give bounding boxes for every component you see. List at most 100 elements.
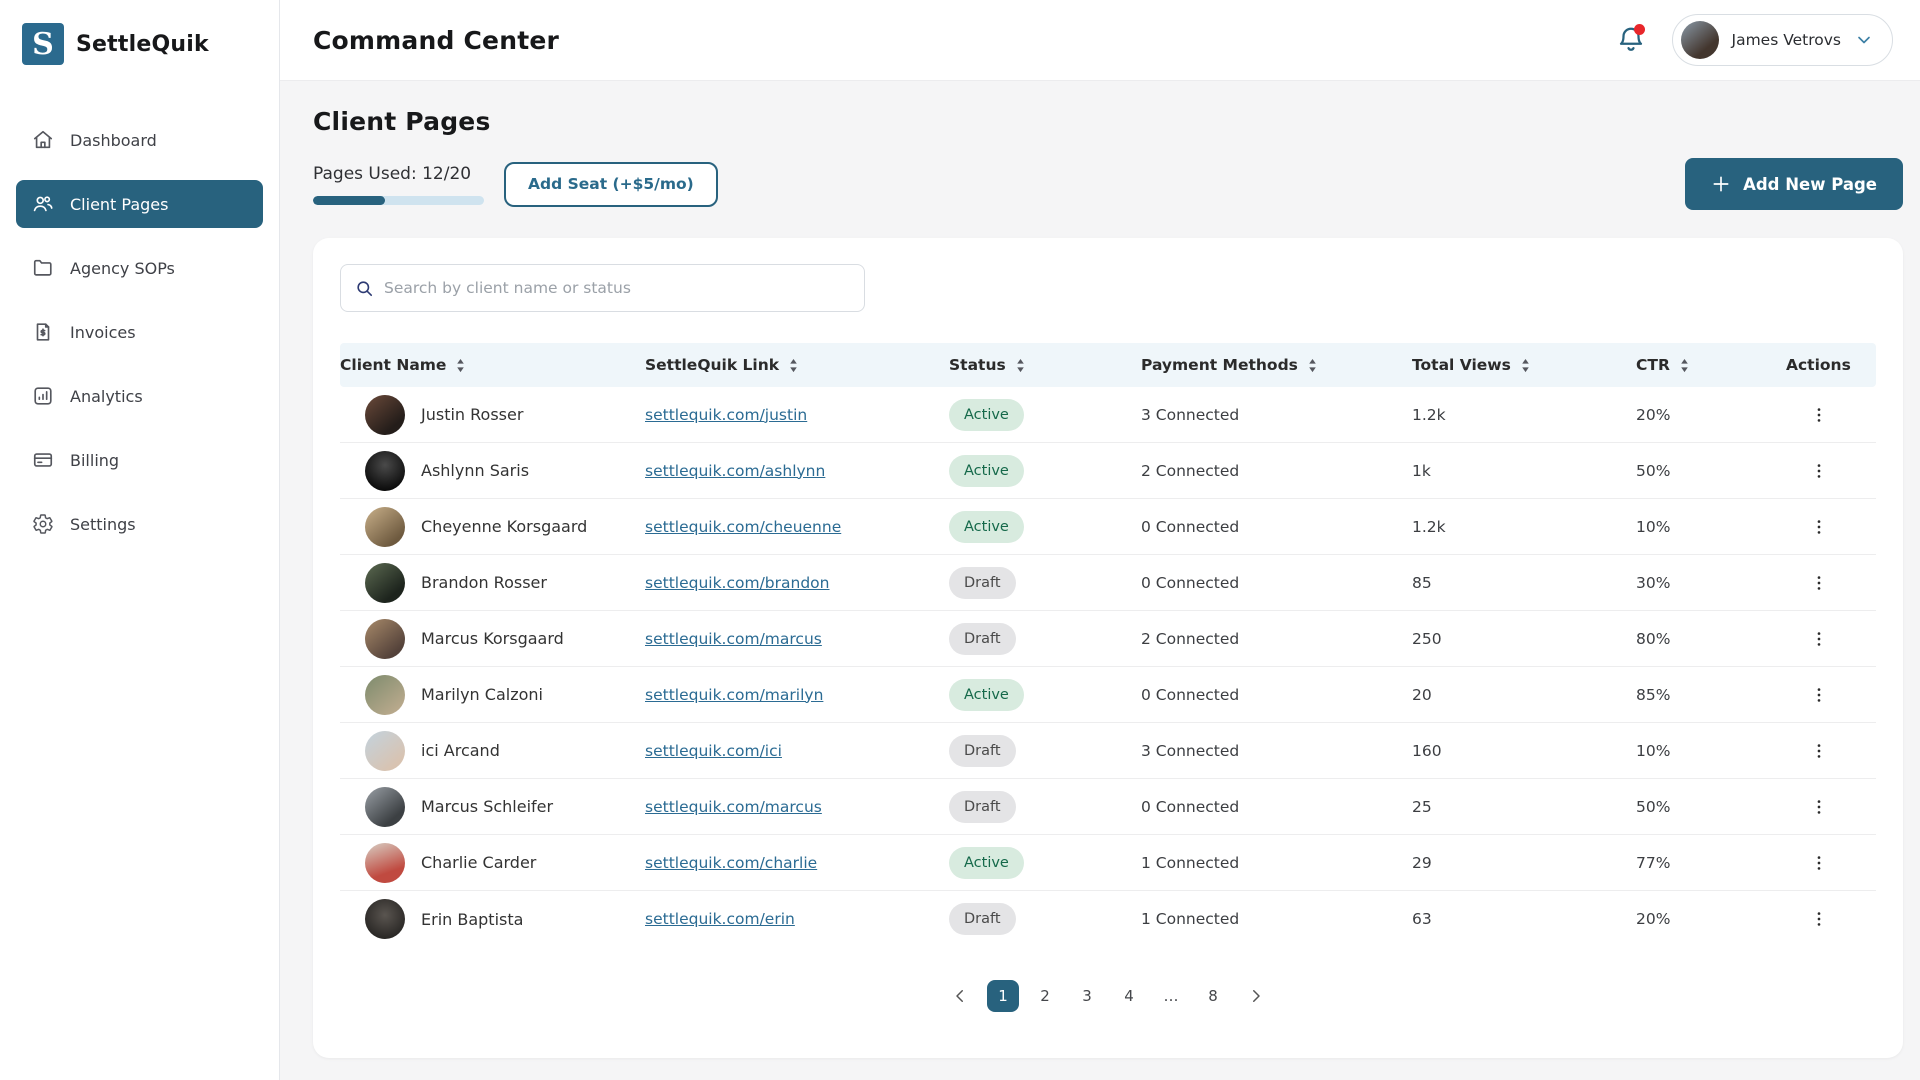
column-header[interactable]: Client Name <box>340 356 645 374</box>
page-number-button[interactable]: 1 <box>987 980 1019 1012</box>
actions-cell <box>1786 850 1876 876</box>
sidebar-item-analytics[interactable]: Analytics <box>16 372 263 420</box>
add-seat-button[interactable]: Add Seat (+$5/mo) <box>504 161 718 207</box>
column-header[interactable]: CTR <box>1636 356 1786 374</box>
next-page-button[interactable] <box>1239 979 1273 1013</box>
sidebar-item-agency-sops[interactable]: Agency SOPs <box>16 244 263 292</box>
row-actions-button[interactable] <box>1806 794 1832 820</box>
sidebar-item-settings[interactable]: Settings <box>16 500 263 548</box>
client-link-cell: settlequik.com/ici <box>645 742 949 760</box>
ctr-cell: 10% <box>1636 517 1671 536</box>
client-page-link[interactable]: settlequik.com/brandon <box>645 573 830 592</box>
status-badge: Draft <box>949 903 1016 935</box>
client-link-cell: settlequik.com/justin <box>645 406 949 424</box>
status-badge: Draft <box>949 734 1016 767</box>
client-page-link[interactable]: settlequik.com/ashlynn <box>645 461 826 480</box>
actions-cell <box>1786 738 1876 764</box>
column-header[interactable]: Total Views <box>1412 356 1636 374</box>
ctr-cell: 80% <box>1636 629 1671 648</box>
client-page-link[interactable]: settlequik.com/marcus <box>645 629 822 648</box>
actions-cell <box>1786 570 1876 596</box>
column-header[interactable]: Status <box>949 356 1141 374</box>
client-page-link[interactable]: settlequik.com/erin <box>645 910 795 928</box>
client-link-cell: settlequik.com/brandon <box>645 574 949 592</box>
client-avatar <box>365 394 405 435</box>
sidebar-item-billing[interactable]: Billing <box>16 436 263 484</box>
status-badge: Active <box>949 678 1024 711</box>
status-cell: Draft <box>949 566 1141 599</box>
payment-methods-cell: 0 Connected <box>1141 573 1240 592</box>
sidebar-item-label: Analytics <box>70 386 143 406</box>
row-actions-button[interactable] <box>1806 570 1832 596</box>
row-actions-button[interactable] <box>1806 458 1832 484</box>
chevron-right-icon <box>1253 990 1260 1002</box>
table-body: Justin Rosser settlequik.com/justin Acti… <box>340 387 1876 947</box>
table-row: Charlie Carder settlequik.com/charlie Ac… <box>340 835 1876 891</box>
add-new-page-button[interactable]: Add New Page <box>1685 158 1903 210</box>
row-actions-button[interactable] <box>1806 906 1832 932</box>
bell-icon <box>1619 27 1642 51</box>
plus-icon <box>1713 176 1729 192</box>
pages-used-block: Pages Used: 12/20 <box>313 164 484 205</box>
actions-cell <box>1786 514 1876 540</box>
ctr-cell: 85% <box>1636 685 1671 704</box>
search-input[interactable] <box>384 279 850 297</box>
row-actions-button[interactable] <box>1806 626 1832 652</box>
status-cell: Active <box>949 398 1141 431</box>
page-number-button[interactable]: 2 <box>1040 987 1050 1005</box>
column-header[interactable]: SettleQuik Link <box>645 356 949 374</box>
user-menu[interactable]: James Vetrovs <box>1671 14 1893 66</box>
ctr-cell: 77% <box>1636 853 1671 872</box>
table-row: Marilyn Calzoni settlequik.com/marilyn A… <box>340 667 1876 723</box>
chevron-down-icon <box>1858 36 1870 44</box>
actions-cell <box>1786 458 1876 484</box>
row-actions-button[interactable] <box>1806 682 1832 708</box>
kebab-icon <box>1817 631 1821 646</box>
page-number-button[interactable]: 8 <box>1208 987 1218 1005</box>
status-cell: Active <box>949 846 1141 879</box>
search-box <box>340 264 865 312</box>
status-badge: Draft <box>949 566 1016 599</box>
client-link-cell: settlequik.com/erin <box>645 910 949 928</box>
ctr-cell: 20% <box>1636 910 1671 928</box>
sidebar-item-client-pages[interactable]: Client Pages <box>16 180 263 228</box>
home-icon <box>33 130 53 149</box>
row-actions-button[interactable] <box>1806 850 1832 876</box>
page-number-button[interactable]: … <box>1163 987 1179 1005</box>
pagination: 1 2 3 4 … 8 <box>340 979 1876 1013</box>
status-badge: Draft <box>949 622 1016 655</box>
total-views-cell: 1.2k <box>1412 517 1446 536</box>
sidebar-item-invoices[interactable]: Invoices <box>16 308 263 356</box>
client-name: Marilyn Calzoni <box>421 685 543 704</box>
total-views-cell: 25 <box>1412 797 1432 816</box>
ctr-cell: 20% <box>1636 405 1671 424</box>
client-avatar <box>365 899 405 939</box>
client-page-link[interactable]: settlequik.com/cheuenne <box>645 517 842 536</box>
client-name: ici Arcand <box>421 741 500 760</box>
row-actions-button[interactable] <box>1806 738 1832 764</box>
notifications-button[interactable] <box>1616 24 1646 55</box>
column-header[interactable]: Actions <box>1786 356 1879 374</box>
client-page-link[interactable]: settlequik.com/justin <box>645 405 808 424</box>
payment-methods-cell: 3 Connected <box>1141 741 1240 760</box>
sidebar-item-dashboard[interactable]: Dashboard <box>16 116 263 164</box>
client-page-link[interactable]: settlequik.com/charlie <box>645 853 818 872</box>
client-name-cell: Ashlynn Saris <box>340 450 645 491</box>
client-link-cell: settlequik.com/marilyn <box>645 686 949 704</box>
kebab-icon <box>1817 687 1821 702</box>
client-page-link[interactable]: settlequik.com/marilyn <box>645 685 824 704</box>
column-header[interactable]: Payment Methods <box>1141 356 1412 374</box>
prev-page-button[interactable] <box>943 979 977 1013</box>
ctr-cell: 10% <box>1636 741 1671 760</box>
topbar: Command Center James Vetrovs <box>280 0 1920 81</box>
brand-name: SettleQuik <box>76 31 209 57</box>
row-actions-button[interactable] <box>1806 514 1832 540</box>
client-page-link[interactable]: settlequik.com/marcus <box>645 797 822 816</box>
page-number-button[interactable]: 4 <box>1124 987 1134 1005</box>
column-header-label: Total Views <box>1412 356 1511 374</box>
brand-logo: S SettleQuik <box>0 20 279 68</box>
page-number-button[interactable]: 3 <box>1082 987 1092 1005</box>
row-actions-button[interactable] <box>1806 402 1832 428</box>
client-page-link[interactable]: settlequik.com/ici <box>645 741 782 760</box>
sort-icon <box>1522 358 1529 372</box>
